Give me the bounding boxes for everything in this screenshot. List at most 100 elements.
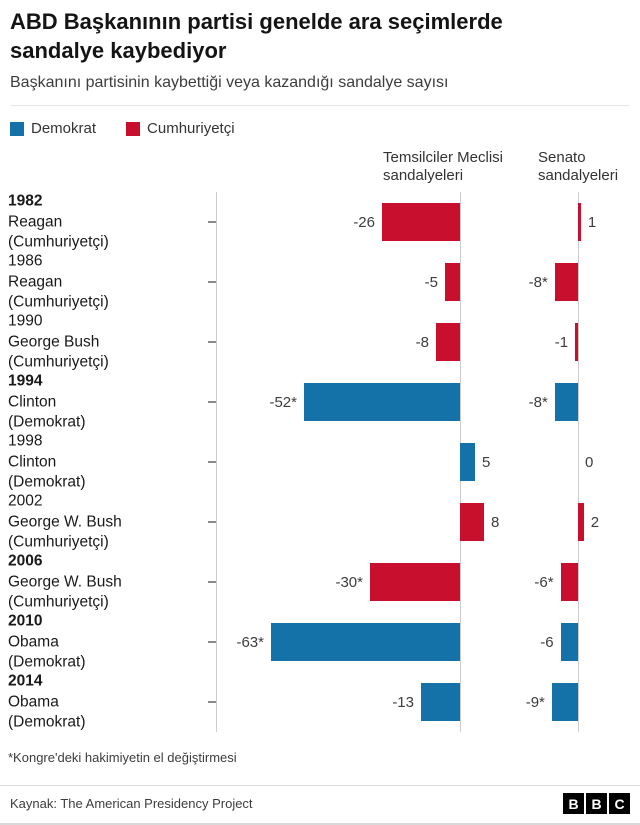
row-party: (Cumhuriyetçi) <box>8 533 109 551</box>
house-value-label: -8 <box>415 333 429 351</box>
chart-row: 1986 Reagan (Cumhuriyetçi) -5 -8* <box>0 252 640 312</box>
chart-row: 2010 Obama (Demokrat) -63* -6 <box>0 612 640 672</box>
row-party: (Cumhuriyetçi) <box>8 593 109 611</box>
senate-value-label: -8* <box>528 273 548 291</box>
senate-bar <box>554 263 578 302</box>
bbc-logo: B B C <box>563 793 630 814</box>
footnote: *Kongre'deki hakimiyetin el değiştirmesi <box>8 750 237 766</box>
house-bar <box>271 623 460 662</box>
row-party: (Demokrat) <box>8 653 86 671</box>
legend-label: Demokrat <box>31 120 97 138</box>
senate-value-label: 0 <box>585 453 594 471</box>
axis-tick <box>208 701 216 704</box>
row-party: (Demokrat) <box>8 413 86 431</box>
row-president: Reagan <box>8 272 63 290</box>
page-subtitle: Başkanını partisinin kaybettiği veya kaz… <box>10 74 449 92</box>
senate-value-label: 2 <box>590 513 600 531</box>
senate-value-label: -9* <box>525 693 545 711</box>
house-value-label: -5 <box>424 273 438 291</box>
row-president: George Bush <box>8 332 100 350</box>
header: ABD Başkanının partisi genelde ara seçim… <box>0 0 640 92</box>
column-headers: Temsilciler Meclisi sandalyeleri Senato … <box>0 140 640 192</box>
row-president: Obama <box>8 632 59 650</box>
bbc-logo-block: B <box>586 793 607 814</box>
footer: Kaynak: The American Presidency Project … <box>0 785 640 821</box>
cumhuriyetci-swatch-icon <box>126 121 141 136</box>
row-year: 2010 <box>8 612 43 630</box>
row-party: (Demokrat) <box>8 473 86 491</box>
source-text: Kaynak: The American Presidency Project <box>10 796 253 811</box>
house-column-header-line2: sandalyeleri <box>383 167 464 185</box>
chart-row: 2002 George W. Bush (Cumhuriyetçi) 8 2 <box>0 492 640 552</box>
row-president: Reagan <box>8 212 63 230</box>
bbc-logo-block: B <box>563 793 584 814</box>
row-year: 1990 <box>8 312 43 330</box>
axis-tick <box>208 461 216 464</box>
senate-zero-axis-line <box>578 192 579 733</box>
row-label: 2002 George W. Bush (Cumhuriyetçi) <box>8 492 122 553</box>
house-value-label: 8 <box>491 513 500 531</box>
senate-value-label: -8* <box>528 393 548 411</box>
senate-bar <box>560 623 578 662</box>
house-bar <box>370 563 460 602</box>
senate-value-label: -6* <box>534 573 554 591</box>
legend-item-cumhuriyetci: Cumhuriyetçi <box>126 120 235 137</box>
senate-bar <box>578 203 581 242</box>
house-value-label: -52* <box>269 393 297 411</box>
row-label: 2006 George W. Bush (Cumhuriyetçi) <box>8 552 122 613</box>
chart-row: 1994 Clinton (Demokrat) -52* -8* <box>0 372 640 432</box>
axis-tick <box>208 281 216 284</box>
house-bar <box>460 443 475 482</box>
house-value-label: -13 <box>392 693 414 711</box>
row-president: George W. Bush <box>8 512 122 530</box>
chart-row: 1990 George Bush (Cumhuriyetçi) -8 -1 <box>0 312 640 372</box>
row-president: Obama <box>8 692 59 710</box>
senate-column-header-line1: Senato <box>538 148 586 166</box>
header-divider <box>10 105 630 107</box>
row-year: 2002 <box>8 492 43 510</box>
demokrat-swatch-icon <box>10 121 24 136</box>
senate-column-header: Senato sandalyeleri <box>538 149 618 187</box>
row-year: 1986 <box>8 252 43 270</box>
row-year: 2014 <box>8 672 43 690</box>
chart-row: 2014 Obama (Demokrat) -13 -9* <box>0 672 640 732</box>
row-label: 2014 Obama (Demokrat) <box>8 672 86 733</box>
category-axis-line <box>216 192 217 733</box>
row-year: 1982 <box>8 192 43 210</box>
axis-tick <box>208 521 216 524</box>
row-president: Clinton <box>8 452 57 470</box>
row-label: 1998 Clinton (Demokrat) <box>8 432 86 493</box>
row-president: George W. Bush <box>8 572 122 590</box>
senate-column-header-line2: sandalyeleri <box>538 167 619 185</box>
chart-rows: 1982 Reagan (Cumhuriyetçi) -26 1 1986 Reagan (C… <box>0 192 640 732</box>
row-president: Clinton <box>8 392 57 410</box>
row-label: 1986 Reagan (Cumhuriyetçi) <box>8 252 109 313</box>
house-value-label: -26 <box>353 213 375 231</box>
legend: Demokrat Cumhuriyetçi <box>0 106 640 140</box>
house-bar <box>421 683 460 722</box>
chart-row: 1998 Clinton (Demokrat) 5 0 <box>0 432 640 492</box>
house-column-header-line1: Temsilciler Meclisi <box>383 148 504 166</box>
bar-chart: 1982 Reagan (Cumhuriyetçi) -26 1 1986 Reagan (C… <box>0 192 640 733</box>
house-bar <box>436 323 460 362</box>
chart-row: 1982 Reagan (Cumhuriyetçi) -26 1 <box>0 192 640 252</box>
axis-tick <box>208 221 216 224</box>
row-party: (Cumhuriyetçi) <box>8 353 109 371</box>
senate-bar <box>578 503 584 542</box>
legend-item-demokrat: Demokrat <box>10 120 96 137</box>
row-year: 2006 <box>8 552 43 570</box>
row-party: (Cumhuriyetçi) <box>8 233 109 251</box>
senate-bar <box>575 323 578 362</box>
house-column-header: Temsilciler Meclisi sandalyeleri <box>383 149 503 187</box>
axis-tick <box>208 641 216 644</box>
row-label: 1994 Clinton (Demokrat) <box>8 372 86 433</box>
house-bar <box>445 263 460 302</box>
senate-value-label: -6 <box>540 633 554 651</box>
row-label: 2010 Obama (Demokrat) <box>8 612 86 673</box>
senate-value-label: -1 <box>554 333 569 351</box>
page-title: ABD Başkanının partisi genelde ara seçim… <box>10 9 503 63</box>
house-bar <box>382 203 460 242</box>
row-party: (Cumhuriyetçi) <box>8 293 109 311</box>
chart-row: 2006 George W. Bush (Cumhuriyetçi) -30* -6* <box>0 552 640 612</box>
